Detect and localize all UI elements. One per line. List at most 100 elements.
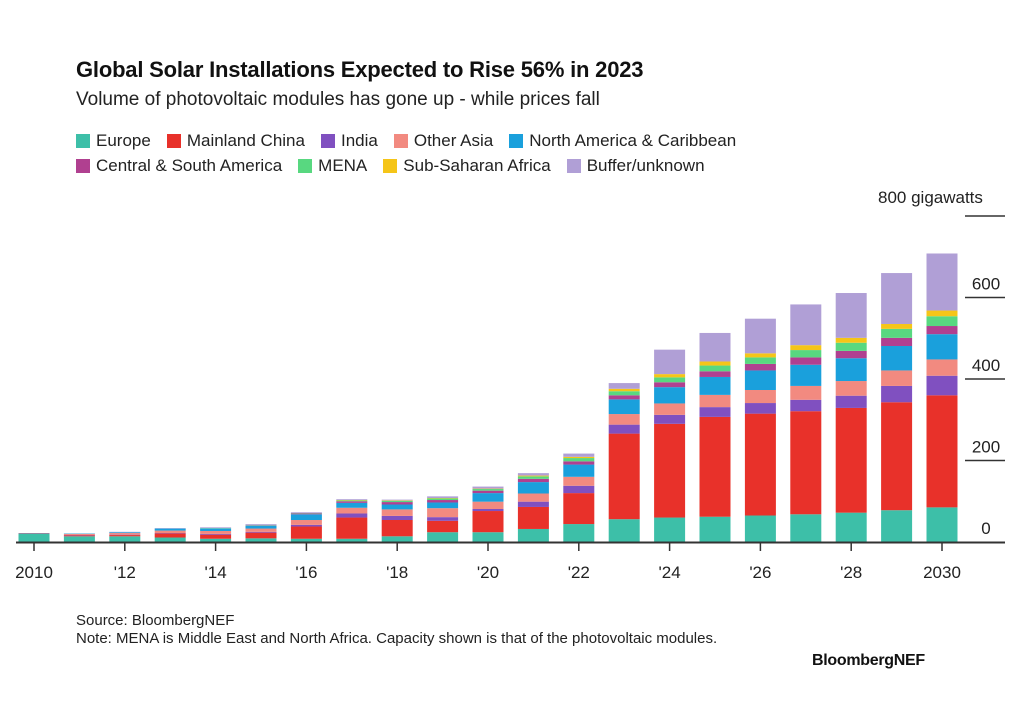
bar-segment-2028-north-america-caribbean bbox=[835, 358, 867, 382]
bar-segment-2023-india bbox=[608, 424, 640, 434]
bar-segment-2020-mainland-china bbox=[472, 511, 504, 533]
bar-segment-2029-other-asia bbox=[881, 370, 913, 386]
bar-segment-2018-other-asia bbox=[381, 509, 413, 516]
bar-segment-2024-north-america-caribbean bbox=[654, 387, 686, 404]
bar-segment-2016-central-south-america bbox=[290, 513, 322, 515]
bar-segment-2018-europe bbox=[381, 536, 413, 542]
x-tick-label: '18 bbox=[386, 563, 408, 582]
bar-segment-2027-sub-saharan-africa bbox=[790, 345, 822, 351]
x-tick-label: 2010 bbox=[15, 563, 53, 582]
bar-segment-2026-sub-saharan-africa bbox=[744, 353, 776, 358]
bar-segment-2019-europe bbox=[427, 532, 459, 542]
chart-title: Global Solar Installations Expected to R… bbox=[76, 57, 644, 82]
bar-segment-2025-europe bbox=[699, 516, 731, 542]
bar-segment-2026-buffer-unknown bbox=[744, 318, 776, 354]
bar-segment-2011-other-asia bbox=[63, 533, 95, 536]
bar-segment-2020-other-asia bbox=[472, 501, 504, 509]
x-tick-label: '26 bbox=[749, 563, 771, 582]
legend-item-buffer-unknown: Buffer/unknown bbox=[566, 156, 705, 176]
bar-segment-2012-europe bbox=[109, 536, 141, 542]
bar-segment-2025-mainland-china bbox=[699, 416, 731, 517]
bar-segment-2023-central-south-america bbox=[608, 395, 640, 400]
bar-segment-2030-europe bbox=[926, 507, 958, 542]
bar-segment-2024-india bbox=[654, 414, 686, 424]
bar-segment-2012-north-america-caribbean bbox=[109, 532, 141, 534]
bar-segment-2013-europe bbox=[154, 537, 186, 542]
bar-segment-2029-north-america-caribbean bbox=[881, 345, 913, 371]
bar-segment-2030-india bbox=[926, 375, 958, 396]
bar-segment-2023-buffer-unknown bbox=[608, 383, 640, 389]
y-tick-label: 400 bbox=[972, 356, 1000, 375]
bar-segment-2026-india bbox=[744, 403, 776, 414]
legend-swatch bbox=[76, 134, 90, 148]
bar-segment-2018-india bbox=[381, 515, 413, 520]
bar-segment-2026-central-south-america bbox=[744, 363, 776, 371]
bar-segment-2019-mena bbox=[427, 498, 459, 501]
bar-segment-2022-other-asia bbox=[563, 476, 595, 486]
bar-segment-2015-buffer-unknown bbox=[245, 524, 277, 525]
legend-item-europe: Europe bbox=[76, 131, 151, 151]
legend-item-mainland-china: Mainland China bbox=[166, 131, 305, 151]
bar-segment-2029-buffer-unknown bbox=[881, 273, 913, 324]
bar-segment-2021-north-america-caribbean bbox=[517, 482, 549, 494]
bar-segment-2028-mainland-china bbox=[835, 407, 867, 513]
legend-label: India bbox=[340, 131, 378, 150]
bar-segment-2028-india bbox=[835, 395, 867, 408]
bar-segment-2023-mainland-china bbox=[608, 433, 640, 520]
bar-segment-2021-mainland-china bbox=[517, 506, 549, 529]
x-tick-label: '12 bbox=[114, 563, 136, 582]
bar-segment-2028-europe bbox=[835, 512, 867, 542]
bar-segment-2012-other-asia bbox=[109, 533, 141, 535]
x-tick-label: '28 bbox=[840, 563, 862, 582]
bar-segment-2018-mainland-china bbox=[381, 519, 413, 537]
bar-segment-2028-mena bbox=[835, 342, 867, 351]
bar-segment-2030-sub-saharan-africa bbox=[926, 310, 958, 317]
bar-segment-2022-india bbox=[563, 485, 595, 494]
bar-segment-2028-central-south-america bbox=[835, 350, 867, 359]
bar-segment-2027-mena bbox=[790, 350, 822, 358]
bar-segment-2029-mena bbox=[881, 328, 913, 338]
bar-segment-2013-other-asia bbox=[154, 530, 186, 534]
legend-swatch bbox=[166, 134, 181, 148]
bar-segment-2022-north-america-caribbean bbox=[563, 464, 595, 477]
legend-item-central-south-america: Central & South America bbox=[76, 156, 282, 176]
x-tick-label: '14 bbox=[205, 563, 227, 582]
bar-segment-2016-buffer-unknown bbox=[290, 512, 322, 514]
bar-segment-2022-mena bbox=[563, 458, 595, 462]
bar-segment-2026-north-america-caribbean bbox=[744, 370, 776, 391]
bar-segment-2021-buffer-unknown bbox=[517, 473, 549, 476]
bar-segment-2022-sub-saharan-africa bbox=[563, 456, 595, 459]
bar-segment-2025-mena bbox=[699, 365, 731, 372]
bar-segment-2017-central-south-america bbox=[336, 501, 368, 503]
bar-segment-2019-other-asia bbox=[427, 508, 459, 518]
bar-segment-2030-mainland-china bbox=[926, 395, 958, 508]
legend-label: Buffer/unknown bbox=[586, 156, 705, 175]
bar-segment-2016-europe bbox=[290, 538, 322, 542]
bar-segment-2020-central-south-america bbox=[472, 490, 504, 494]
bar-segment-2020-mena bbox=[472, 489, 504, 491]
bar-segment-2020-india bbox=[472, 508, 504, 512]
chart-subtitle: Volume of photovoltaic modules has gone … bbox=[76, 89, 600, 110]
bar-segment-2024-other-asia bbox=[654, 403, 686, 415]
bar-segment-2019-central-south-america bbox=[427, 500, 459, 503]
y-axis-unit-label: 800 gigawatts bbox=[878, 188, 983, 207]
legend-item-india: India bbox=[320, 131, 378, 151]
x-tick-label: '24 bbox=[659, 563, 681, 582]
bar-segment-2025-india bbox=[699, 407, 731, 417]
bar-segment-2019-buffer-unknown bbox=[427, 496, 459, 498]
bar-segment-2025-buffer-unknown bbox=[699, 332, 731, 362]
y-tick-label: 200 bbox=[972, 438, 1000, 457]
bar-segment-2024-central-south-america bbox=[654, 382, 686, 388]
bar-segment-2029-central-south-america bbox=[881, 337, 913, 346]
bar-segment-2014-buffer-unknown bbox=[200, 527, 232, 529]
legend-swatch bbox=[566, 159, 581, 173]
bar-segment-2017-mainland-china bbox=[336, 517, 368, 539]
bar-segment-2016-other-asia bbox=[290, 519, 322, 525]
bar-segment-2017-mena bbox=[336, 500, 368, 502]
bar-segment-2017-india bbox=[336, 513, 368, 518]
bar-segment-2029-mainland-china bbox=[881, 402, 913, 511]
bar-segment-2015-europe bbox=[245, 538, 277, 542]
bar-segment-2022-mainland-china bbox=[563, 493, 595, 525]
bar-segment-2019-north-america-caribbean bbox=[427, 502, 459, 509]
x-tick-label: '16 bbox=[295, 563, 317, 582]
